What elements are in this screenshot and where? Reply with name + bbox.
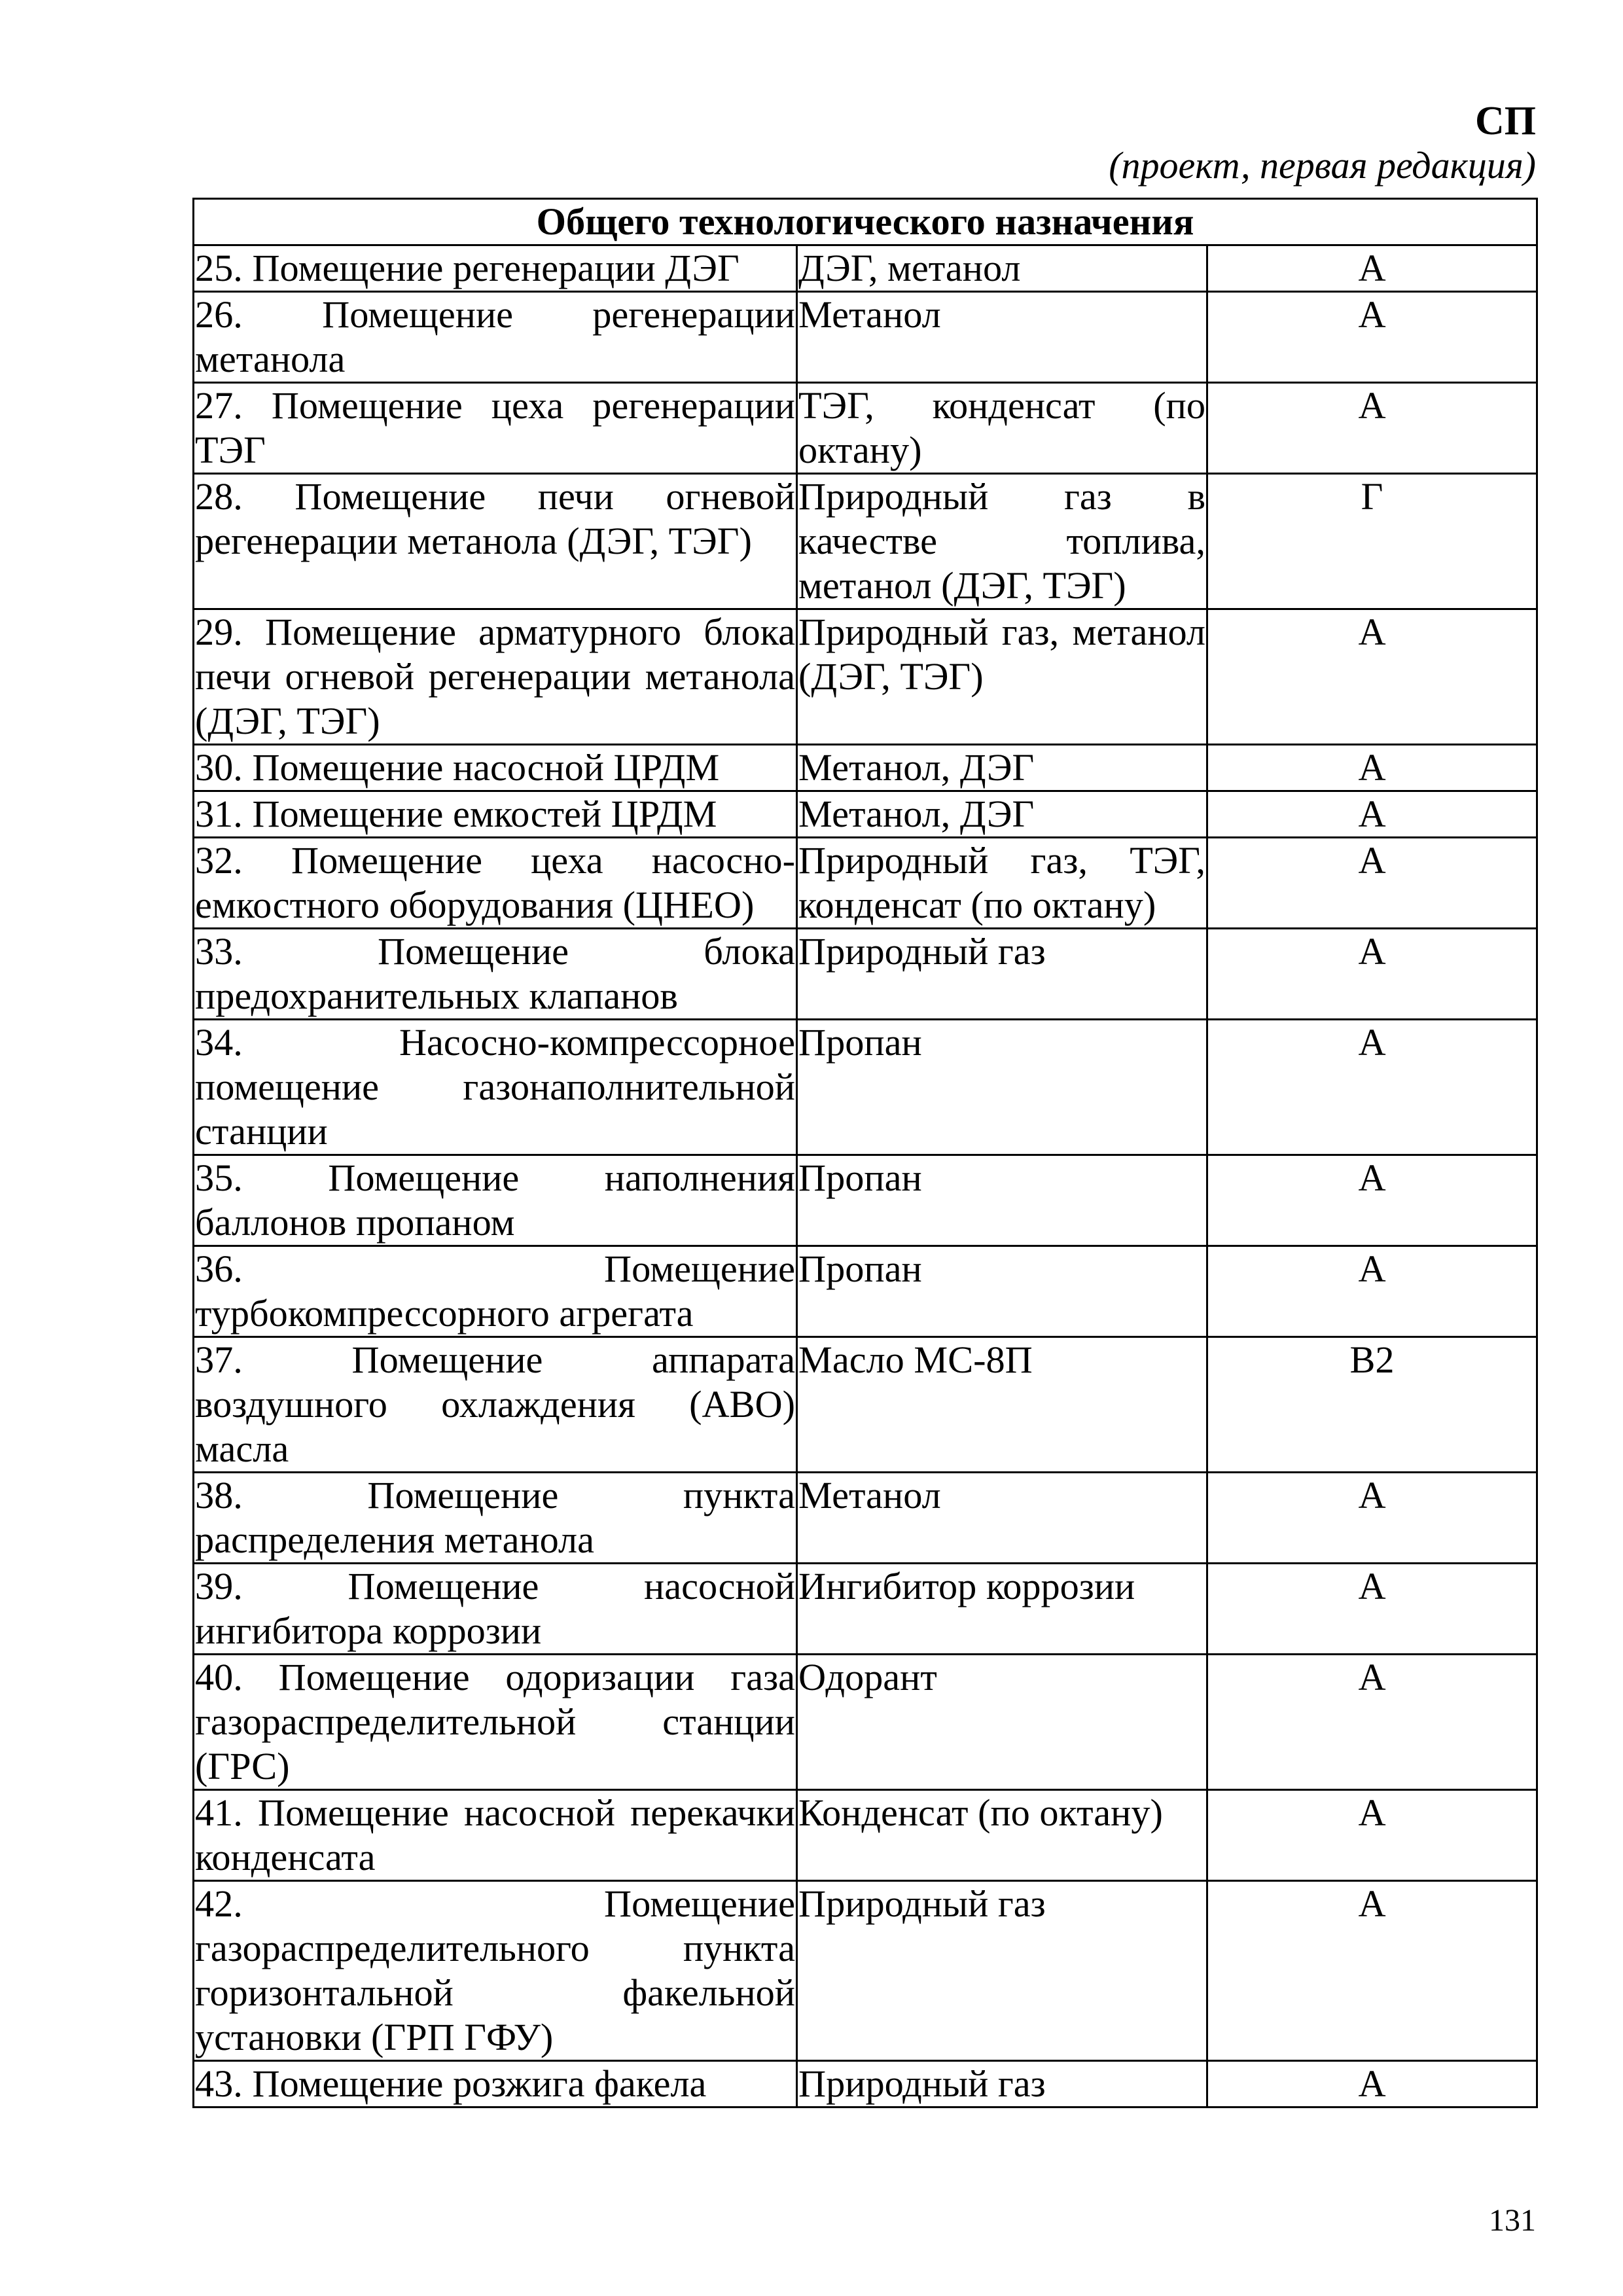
category-cell: А bbox=[1205, 1789, 1539, 1882]
category-cell: А bbox=[1205, 836, 1539, 929]
substance-cell: Метанол, ДЭГ bbox=[796, 744, 1208, 792]
table-row: 28. Помещение печи огневой регенерации м… bbox=[192, 473, 1539, 610]
category-cell: А bbox=[1205, 1018, 1539, 1156]
table-row: 33. Помещение блока предохранительных кл… bbox=[192, 927, 1539, 1020]
table-row: 34. Насосно-компрессорное помещение газо… bbox=[192, 1018, 1539, 1156]
substance-cell: Природный газ, ТЭГ, конденсат (по октану… bbox=[796, 836, 1208, 929]
room-cell: 36. Помещение турбокомпрессорного агрега… bbox=[192, 1245, 798, 1338]
document-code: СП bbox=[1475, 99, 1536, 143]
section-header-row: Общего технологического назначения bbox=[192, 198, 1539, 246]
room-cell: 28. Помещение печи огневой регенерации м… bbox=[192, 473, 798, 610]
category-cell: А bbox=[1205, 291, 1539, 384]
substance-cell: Конденсат (по октану) bbox=[796, 1789, 1208, 1882]
category-cell: А bbox=[1205, 1154, 1539, 1247]
room-cell: 38. Помещение пункта распределения метан… bbox=[192, 1471, 798, 1564]
room-cell: 32. Помещение цеха насосно-емкостного об… bbox=[192, 836, 798, 929]
category-cell: А bbox=[1205, 927, 1539, 1020]
category-cell: А bbox=[1205, 1653, 1539, 1791]
category-cell: А bbox=[1205, 1245, 1539, 1338]
room-cell: 35. Помещение наполнения баллонов пропан… bbox=[192, 1154, 798, 1247]
table-row: 27. Помещение цеха регенерации ТЭГ ТЭГ, к… bbox=[192, 382, 1539, 475]
substance-cell: Метанол, ДЭГ bbox=[796, 790, 1208, 838]
room-cell: 42. Помещение газораспределительного пун… bbox=[192, 1880, 798, 2062]
room-category-table: Общего технологического назначения 25. П… bbox=[192, 198, 1539, 2108]
room-cell: 27. Помещение цеха регенерации ТЭГ bbox=[192, 382, 798, 475]
section-title: Общего технологического назначения bbox=[192, 198, 1539, 246]
category-cell: А bbox=[1205, 382, 1539, 475]
room-cell: 25. Помещение регенерации ДЭГ bbox=[192, 244, 798, 293]
room-cell: 31. Помещение емкостей ЦРДМ bbox=[192, 790, 798, 838]
room-cell: 40. Помещение одоризации газа газораспре… bbox=[192, 1653, 798, 1791]
substance-cell: Метанол bbox=[796, 1471, 1208, 1564]
document-status: (проект, первая редакция) bbox=[1109, 144, 1536, 187]
substance-cell: Природный газ bbox=[796, 1880, 1208, 2062]
substance-cell: Пропан bbox=[796, 1154, 1208, 1247]
substance-cell: Масло МС-8П bbox=[796, 1336, 1208, 1473]
room-cell: 39. Помещение насосной ингибитора корроз… bbox=[192, 1562, 798, 1655]
room-cell: 43. Помещение розжига факела bbox=[192, 2060, 798, 2108]
substance-cell: Природный газ bbox=[796, 2060, 1208, 2108]
room-cell: 37. Помещение аппарата воздушного охлажд… bbox=[192, 1336, 798, 1473]
substance-cell: Одорант bbox=[796, 1653, 1208, 1791]
room-cell: 33. Помещение блока предохранительных кл… bbox=[192, 927, 798, 1020]
category-cell: В2 bbox=[1205, 1336, 1539, 1473]
room-cell: 34. Насосно-компрессорное помещение газо… bbox=[192, 1018, 798, 1156]
category-cell: Г bbox=[1205, 473, 1539, 610]
substance-cell: Метанол bbox=[796, 291, 1208, 384]
room-cell: 29. Помещение арматурного блока печи огн… bbox=[192, 608, 798, 745]
table-row: 25. Помещение регенерации ДЭГ ДЭГ, метано… bbox=[192, 244, 1539, 293]
category-cell: А bbox=[1205, 1471, 1539, 1564]
table-row: 38. Помещение пункта распределения метан… bbox=[192, 1471, 1539, 1564]
category-cell: А bbox=[1205, 244, 1539, 293]
substance-cell: Природный газ bbox=[796, 927, 1208, 1020]
table-row: 37. Помещение аппарата воздушного охлажд… bbox=[192, 1336, 1539, 1473]
substance-cell: ТЭГ, конденсат (по октану) bbox=[796, 382, 1208, 475]
category-cell: А bbox=[1205, 2060, 1539, 2108]
room-cell: 26. Помещение регенерации метанола bbox=[192, 291, 798, 384]
room-cell: 30. Помещение насосной ЦРДМ bbox=[192, 744, 798, 792]
substance-cell: Природный газ в качестве топлива, метано… bbox=[796, 473, 1208, 610]
category-cell: А bbox=[1205, 744, 1539, 792]
table-row: 32. Помещение цеха насосно-емкостного об… bbox=[192, 836, 1539, 929]
table-row: 29. Помещение арматурного блока печи огн… bbox=[192, 608, 1539, 745]
category-cell: А bbox=[1205, 1880, 1539, 2062]
table-row: 43. Помещение розжига факела Природный га… bbox=[192, 2060, 1539, 2108]
room-cell: 41. Помещение насосной перекачки конденс… bbox=[192, 1789, 798, 1882]
table-row: 30. Помещение насосной ЦРДМ Метанол, ДЭГ А bbox=[192, 744, 1539, 792]
substance-cell: Ингибитор коррозии bbox=[796, 1562, 1208, 1655]
table-row: 26. Помещение регенерации метанола Метано… bbox=[192, 291, 1539, 384]
table-row: 31. Помещение емкостей ЦРДМ Метанол, ДЭГ А bbox=[192, 790, 1539, 838]
substance-cell: Пропан bbox=[796, 1245, 1208, 1338]
category-cell: А bbox=[1205, 608, 1539, 745]
table-row: 41. Помещение насосной перекачки конденс… bbox=[192, 1789, 1539, 1882]
substance-cell: Пропан bbox=[796, 1018, 1208, 1156]
category-cell: А bbox=[1205, 790, 1539, 838]
table-row: 35. Помещение наполнения баллонов пропан… bbox=[192, 1154, 1539, 1247]
substance-cell: ДЭГ, метанол bbox=[796, 244, 1208, 293]
table-row: 39. Помещение насосной ингибитора корроз… bbox=[192, 1562, 1539, 1655]
page-number: 131 bbox=[1489, 2203, 1536, 2238]
category-cell: А bbox=[1205, 1562, 1539, 1655]
table-row: 40. Помещение одоризации газа газораспре… bbox=[192, 1653, 1539, 1791]
substance-cell: Природный газ, метанол (ДЭГ, ТЭГ) bbox=[796, 608, 1208, 745]
table-row: 36. Помещение турбокомпрессорного агрега… bbox=[192, 1245, 1539, 1338]
table-row: 42. Помещение газораспределительного пун… bbox=[192, 1880, 1539, 2062]
